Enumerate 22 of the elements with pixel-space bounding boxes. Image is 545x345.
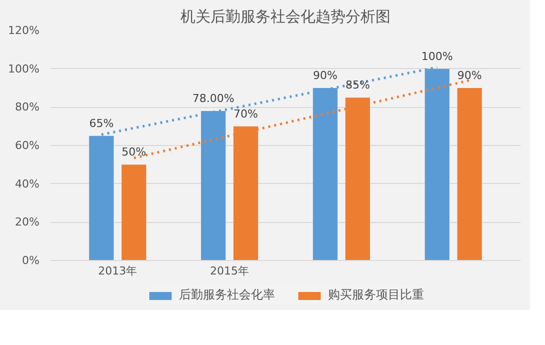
legend-label: 后勤服务社会化率 [179, 286, 275, 304]
x-tick-label: 2015年 [210, 264, 250, 278]
data-label: 85% [345, 78, 370, 92]
chart-title: 机关后勤服务社会化趋势分析图 [180, 8, 390, 26]
y-tick-label: 40% [15, 177, 40, 190]
y-tick-label: 20% [15, 216, 40, 229]
data-label: 90% [457, 69, 482, 82]
data-label: 90% [313, 69, 338, 82]
data-label: 78.00% [192, 92, 234, 105]
data-label: 100% [421, 50, 453, 63]
y-tick-label: 0% [22, 254, 40, 267]
y-tick-label: 120% [8, 24, 40, 37]
legend-label: 购买服务项目比重 [328, 286, 424, 304]
y-tick-label: 80% [15, 100, 40, 114]
bar [122, 164, 146, 260]
bar [457, 88, 482, 260]
data-label: 70% [234, 107, 258, 120]
y-tick-label: 60% [15, 139, 40, 152]
data-label: 50% [122, 146, 146, 159]
x-tick-label: 2013年 [98, 264, 138, 278]
y-tick-label: 100% [8, 62, 40, 76]
data-label: 65% [89, 116, 114, 130]
